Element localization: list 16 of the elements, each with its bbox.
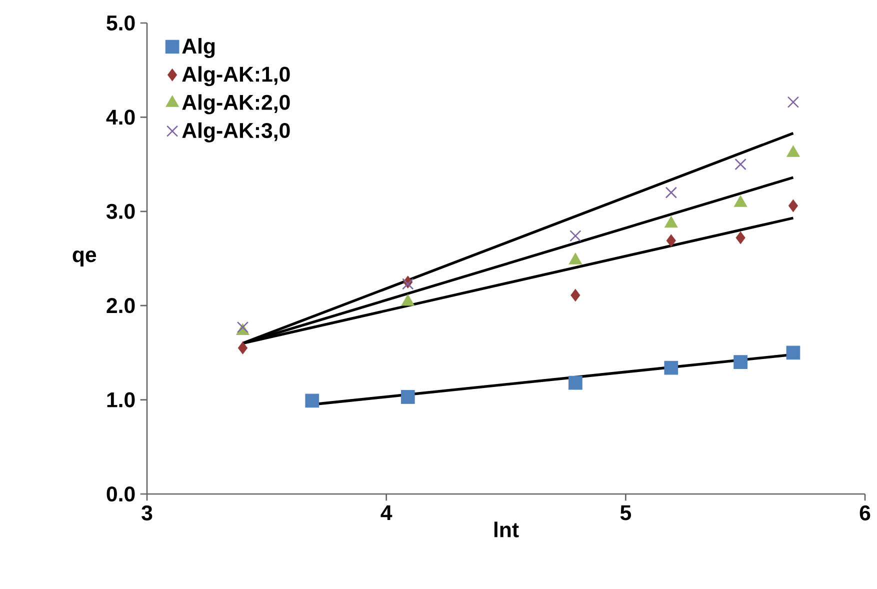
x-tick-label: 6 [860,505,870,520]
legend-label: Alg-AK:1,0 [182,66,290,86]
y-tick-label: 1.0 [107,392,135,408]
y-tick-label: 0.0 [106,486,135,502]
y-axis-title: qe [72,250,96,266]
y-tick-label: 5.0 [106,15,135,31]
y-tick-label: 2.0 [106,298,135,314]
x-axis-title: lnt [494,522,519,538]
legend-label: Alg-AK:2,0 [182,94,290,114]
x-tick-label: 5 [620,505,632,520]
legend-label: Alg [182,38,215,58]
y-tick-label: 4.0 [106,110,135,125]
legend-label: Alg-AK:3,0 [182,122,290,142]
x-tick-label: 3 [142,505,152,521]
x-tick-label: 4 [380,505,392,520]
y-tick-label: 3.0 [106,204,135,219]
